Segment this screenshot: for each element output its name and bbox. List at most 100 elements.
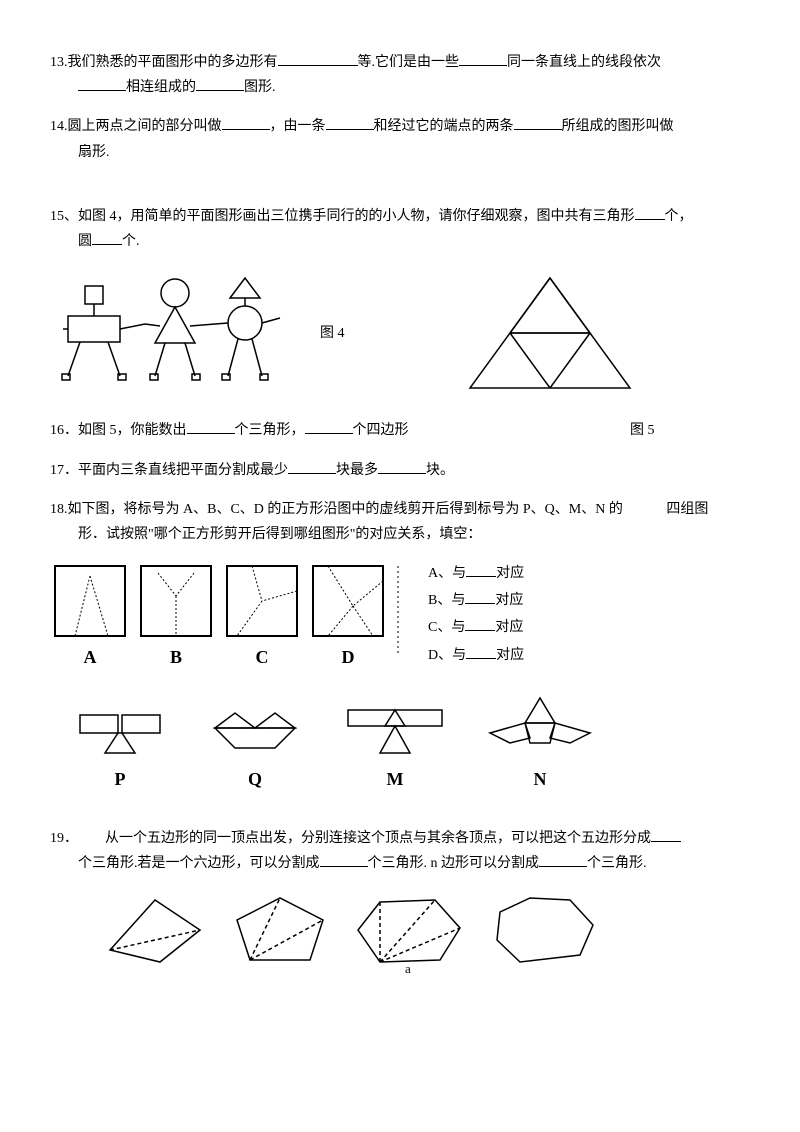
q19-line2: 个三角形.若是一个六边形，可以分割成个三角形. n 边形可以分割成个三角形. — [50, 851, 750, 876]
label-Q: Q — [200, 763, 310, 795]
q16-num: 16． — [50, 423, 78, 438]
blank — [635, 205, 665, 220]
q15-t3: 圆 — [78, 234, 92, 249]
suffix: 对应 — [496, 648, 524, 663]
q15-num: 15、 — [50, 209, 78, 224]
q14-t4: 所组成的图形叫做 — [562, 119, 674, 134]
label-P: P — [70, 763, 170, 795]
question-15: 15、如图 4，用简单的平面图形画出三位携手同行的的小人物，请你仔细观察，图中共… — [50, 204, 750, 254]
q13-line2: 相连组成的 图形. — [50, 75, 750, 100]
q13-t1: 我们熟悉的平面图形中的多边形有 — [68, 55, 278, 70]
q18-line2: 形．试按照"哪个正方形剪开后得到哪组图形"的对应关系，填空： — [50, 522, 750, 547]
q19-polygons: a — [100, 890, 750, 975]
q19-t3: 个三角形. n 边形可以分割成 — [368, 856, 540, 871]
q14-t1: 圆上两点之间的部分叫做 — [68, 119, 222, 134]
poly-5 — [225, 890, 335, 970]
q18-pqmn-row: P Q M N — [70, 693, 750, 795]
figure-4-label: 图 4 — [320, 321, 380, 346]
poly-4 — [100, 890, 210, 970]
q15-t4: 个. — [122, 234, 140, 249]
square-B: B — [136, 561, 216, 673]
blank — [466, 562, 496, 577]
q19-t1: 从一个五边形的同一顶点出发，分别连接这个顶点与其余各顶点，可以把这个五边形分成 — [105, 831, 651, 846]
q14-t3: 和经过它的端点的两条 — [374, 119, 514, 134]
ans-D: D、与 — [428, 648, 466, 663]
shape-Q: Q — [200, 703, 310, 795]
q18-squares-row: A B C — [50, 561, 750, 673]
blank — [378, 459, 426, 474]
blank — [539, 852, 587, 867]
question-17: 17．平面内三条直线把平面分割成最少 块最多 块。 — [50, 458, 750, 483]
ans-C: C、与 — [428, 620, 465, 635]
shape-N: N — [480, 693, 600, 795]
q17-num: 17． — [50, 463, 78, 478]
square-D: D — [308, 561, 388, 673]
label-M: M — [340, 763, 450, 795]
square-C: C — [222, 561, 302, 673]
label-A: A — [50, 641, 130, 673]
shape-M: M — [340, 698, 450, 795]
q16-t2: 个三角形， — [235, 423, 305, 438]
q14-t2: ，由一条 — [270, 119, 326, 134]
divider-dotted — [388, 561, 408, 661]
blank — [187, 419, 235, 434]
blank — [288, 459, 336, 474]
label-D: D — [308, 641, 388, 673]
q13-t3: 同一条直线上的线段依次 — [507, 55, 661, 70]
q13-t4: 相连组成的 — [126, 80, 196, 95]
blank — [305, 419, 353, 434]
blank — [320, 852, 368, 867]
q19-t4: 个三角形. — [587, 856, 647, 871]
square-A: A — [50, 561, 130, 673]
blank — [651, 827, 681, 842]
q13-t5: 图形. — [244, 80, 276, 95]
q15-t2: 个， — [665, 209, 693, 224]
q14-line2: 扇形. — [50, 140, 750, 165]
label-N: N — [480, 763, 600, 795]
suffix: 对应 — [495, 593, 523, 608]
blank — [222, 115, 270, 130]
suffix: 对应 — [495, 620, 523, 635]
q18-t2: 四组图 — [666, 502, 708, 517]
q13-num: 13. — [50, 55, 68, 70]
figure-5-label: 图 5 — [630, 418, 750, 443]
q16-t3: 个四边形 — [353, 423, 409, 438]
q18-t1: 如下图，将标号为 A、B、C、D 的正方形沿图中的虚线剪开后得到标号为 P、Q、… — [68, 502, 623, 517]
q14-t5: 扇形. — [78, 145, 110, 160]
poly-6: a — [350, 890, 470, 975]
q15-t1: 如图 4，用简单的平面图形画出三位携手同行的的小人物，请你仔细观察，图中共有三角… — [78, 209, 635, 224]
q18-t3: 形．试按照"哪个正方形剪开后得到哪组图形"的对应关系，填空： — [78, 527, 481, 542]
blank — [514, 115, 562, 130]
q19-num: 19． — [50, 831, 78, 846]
blank — [459, 51, 507, 66]
blank — [466, 644, 496, 659]
q17-t2: 块最多 — [336, 463, 378, 478]
label-C: C — [222, 641, 302, 673]
ans-B: B、与 — [428, 593, 465, 608]
blank — [326, 115, 374, 130]
question-16: 16．如图 5，你能数出 个三角形， 个四边形 图 5 — [50, 418, 750, 443]
blank — [465, 616, 495, 631]
blank — [465, 589, 495, 604]
blank — [278, 51, 358, 66]
q16-t1: 如图 5，你能数出 — [78, 423, 187, 438]
question-18: 18.如下图，将标号为 A、B、C、D 的正方形沿图中的虚线剪开后得到标号为 P… — [50, 497, 750, 547]
question-13: 13.我们熟悉的平面图形中的多边形有 等.它们是由一些 同一条直线上的线段依次 相连… — [50, 50, 750, 100]
blank — [196, 76, 244, 91]
q17-t1: 平面内三条直线把平面分割成最少 — [78, 463, 288, 478]
q17-t3: 块。 — [426, 463, 454, 478]
figure-row-15: 图 4 — [50, 268, 750, 398]
question-14: 14.圆上两点之间的部分叫做 ，由一条 和经过它的端点的两条 所组成的图形叫做 扇形. — [50, 114, 750, 164]
q18-answers: A、与对应 B、与对应 C、与对应 D、与对应 — [428, 561, 524, 670]
suffix: 对应 — [496, 566, 524, 581]
q13-t2: 等.它们是由一些 — [358, 55, 460, 70]
blank — [78, 76, 126, 91]
figure-4-people — [50, 268, 310, 398]
shape-P: P — [70, 703, 170, 795]
ans-A: A、与 — [428, 566, 466, 581]
blank — [92, 230, 122, 245]
q18-num: 18. — [50, 502, 68, 517]
poly-7 — [485, 890, 605, 970]
q14-num: 14. — [50, 119, 68, 134]
label-B: B — [136, 641, 216, 673]
